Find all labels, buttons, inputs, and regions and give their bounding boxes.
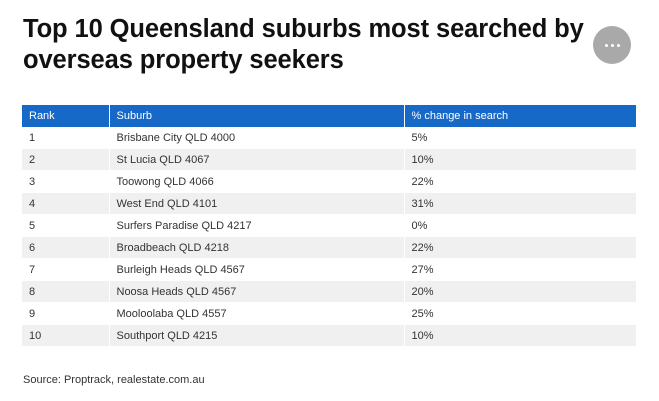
suburb-cell: Surfers Paradise QLD 4217 [109, 214, 405, 237]
change-cell: 20% [404, 280, 636, 303]
table-row: 10 Southport QLD 4215 10% [22, 324, 636, 347]
rank-cell: 10 [22, 324, 110, 347]
rank-cell: 9 [22, 302, 110, 325]
table-row: 7 Burleigh Heads QLD 4567 27% [22, 258, 636, 281]
suburb-cell: Southport QLD 4215 [109, 324, 405, 347]
page-title: Top 10 Queensland suburbs most searched … [23, 15, 584, 74]
change-cell: 25% [404, 302, 636, 325]
suburb-cell: Mooloolaba QLD 4557 [109, 302, 405, 325]
suburb-cell: St Lucia QLD 4067 [109, 148, 405, 171]
rank-cell: 4 [22, 192, 110, 215]
suburb-cell: Toowong QLD 4066 [109, 170, 405, 193]
more-options-button[interactable] [593, 26, 631, 64]
change-cell: 5% [404, 127, 636, 149]
table-row: 6 Broadbeach QLD 4218 22% [22, 236, 636, 259]
table-row: 1 Brisbane City QLD 4000 5% [22, 127, 636, 149]
change-cell: 10% [404, 324, 636, 347]
suburb-cell: Broadbeach QLD 4218 [109, 236, 405, 259]
rank-cell: 3 [22, 170, 110, 193]
table-row: 2 St Lucia QLD 4067 10% [22, 148, 636, 171]
suburb-cell: West End QLD 4101 [109, 192, 405, 215]
more-horizontal-icon [604, 43, 620, 47]
change-cell: 31% [404, 192, 636, 215]
rank-cell: 8 [22, 280, 110, 303]
table-row: 9 Mooloolaba QLD 4557 25% [22, 302, 636, 325]
rank-cell: 2 [22, 148, 110, 171]
column-header-rank: Rank [22, 105, 110, 127]
table-row: 5 Surfers Paradise QLD 4217 0% [22, 214, 636, 237]
change-cell: 27% [404, 258, 636, 281]
table-row: 8 Noosa Heads QLD 4567 20% [22, 280, 636, 303]
rank-cell: 5 [22, 214, 110, 237]
table-header-row: Rank Suburb % change in search [22, 105, 636, 127]
rank-cell: 6 [22, 236, 110, 259]
suburb-cell: Burleigh Heads QLD 4567 [109, 258, 405, 281]
rank-cell: 1 [22, 127, 110, 149]
table-row: 3 Toowong QLD 4066 22% [22, 170, 636, 193]
change-cell: 22% [404, 236, 636, 259]
suburb-cell: Noosa Heads QLD 4567 [109, 280, 405, 303]
change-cell: 22% [404, 170, 636, 193]
column-header-change: % change in search [404, 105, 636, 127]
column-header-suburb: Suburb [109, 105, 405, 127]
suburb-cell: Brisbane City QLD 4000 [109, 127, 405, 149]
rank-cell: 7 [22, 258, 110, 281]
source-note: Source: Proptrack, realestate.com.au [23, 374, 205, 386]
suburbs-table: Rank Suburb % change in search 1 Brisban… [22, 105, 636, 347]
change-cell: 0% [404, 214, 636, 237]
table-row: 4 West End QLD 4101 31% [22, 192, 636, 215]
change-cell: 10% [404, 148, 636, 171]
